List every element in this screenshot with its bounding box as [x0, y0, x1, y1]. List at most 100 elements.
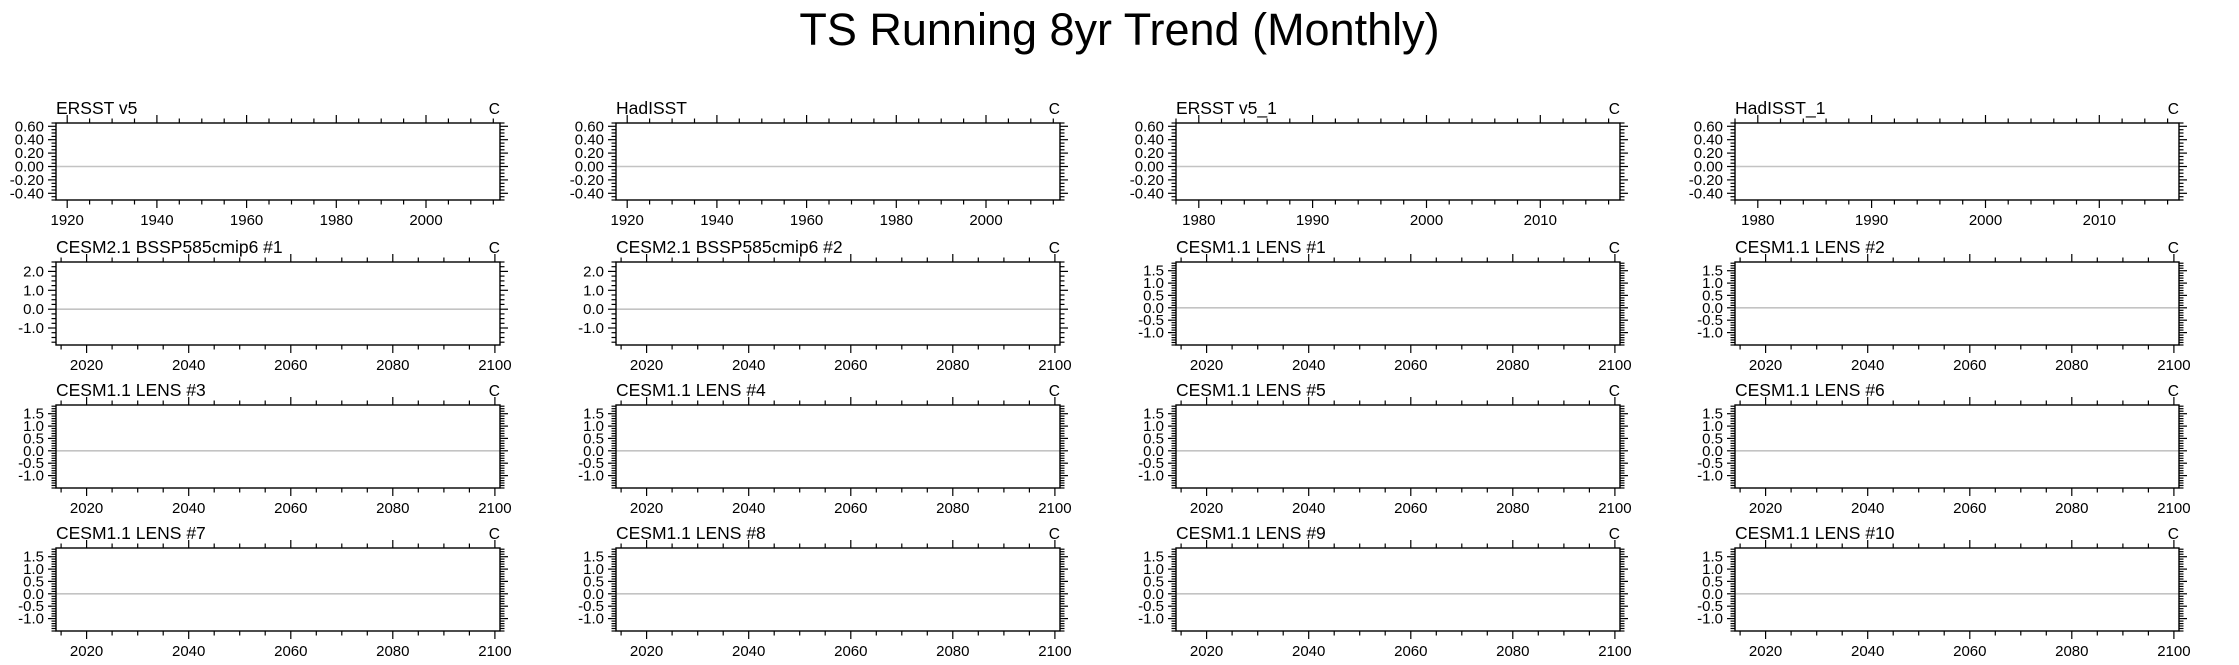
axis-labels: 1980 1990 2000 2010 0.600.400.200.00-0.20-0.… [1129, 118, 1556, 229]
y-tick-label: 0.5 [1702, 287, 1723, 304]
x-tick-label: 2040 [1851, 500, 1884, 517]
x-tick-label: 1980 [1182, 212, 1215, 229]
y-tick-label: 0.5 [1702, 430, 1723, 447]
x-tick-label: 2010 [2083, 212, 2116, 229]
axis-ticks [1167, 115, 1628, 208]
plot-frame [615, 404, 1061, 489]
axis-labels: 2020 2040 2060 2080 2100 1.51.00.50.0-0.5-1.0 [18, 406, 511, 517]
y-tick-label: 0.5 [1143, 573, 1164, 590]
x-tick-label: 2020 [630, 357, 663, 374]
chart-panel-hadisst: 1920 1940 1960 1980 2000 0.60 0.40 0.20 0.00 -0.2… [560, 60, 1120, 235]
panel-unit-label: C [1049, 240, 1060, 257]
y-tick-label: -1.0 [18, 320, 44, 337]
y-tick-label: 1.5 [1143, 549, 1164, 566]
x-tick-label: 1960 [230, 212, 263, 229]
panel-title: HadISST [616, 98, 687, 118]
y-tick-label: 2.0 [23, 263, 44, 280]
panel-plot: 2020 2040 2060 2080 2100 1.51.00.50.0-0.5-1.0… [1138, 237, 1631, 374]
y-tick-label: 1.5 [1702, 549, 1723, 566]
axis-labels: 2020 2040 2060 2080 2100 1.51.00.50.0-0.5-1.0 [1697, 263, 2190, 374]
x-tick-label: 2040 [732, 357, 765, 374]
y-tick-label: -1.0 [1138, 611, 1164, 628]
y-tick-label: -0.20 [570, 172, 604, 189]
x-tick-label: 1980 [1741, 212, 1774, 229]
x-tick-label: 2060 [1394, 643, 1427, 660]
x-tick-label: 2060 [274, 357, 307, 374]
y-tick-label: 0.60 [1134, 118, 1163, 135]
chart-panel-cesm1-1-lens-3: 2020 2040 2060 2080 2100 1.5 1.0 0.5 0.0 -0.5 -1.0… [0, 378, 560, 521]
axis-ticks [607, 115, 1068, 208]
x-tick-label: 2000 [1409, 212, 1442, 229]
x-tick-label: 2020 [630, 500, 663, 517]
axis-ticks [607, 397, 1068, 496]
panel-plot: 1920 1940 1960 1980 2000 0.600.400.200.00-0.2… [570, 98, 1068, 229]
panel-unit-label: C [1049, 526, 1060, 543]
y-tick-label: -1.0 [18, 611, 44, 628]
x-tick-label: 2080 [1496, 357, 1529, 374]
panel-unit-label: C [1608, 526, 1619, 543]
y-tick-label: 1.0 [583, 418, 604, 435]
panel-title: CESM2.1 BSSP585cmip6 #2 [616, 237, 843, 257]
plot-frame [55, 404, 501, 489]
y-tick-label: -1.0 [18, 468, 44, 485]
x-tick-label: 2100 [1038, 357, 1071, 374]
panel-unit-label: C [1608, 240, 1619, 257]
x-tick-label: 2080 [936, 643, 969, 660]
chart-panel-cesm1-1-lens-8: 2020 2040 2060 2080 2100 1.5 1.0 0.5 0.0 -0.5 -1.0… [560, 521, 1120, 664]
y-tick-label: 1.0 [1702, 275, 1723, 292]
panel-title: CESM1.1 LENS #8 [616, 523, 766, 543]
x-tick-label: 2020 [630, 643, 663, 660]
axis-ticks [607, 254, 1068, 353]
axis-ticks [1167, 254, 1628, 353]
y-tick-label: 0.00 [15, 159, 44, 176]
x-tick-label: 2060 [1953, 500, 1986, 517]
axis-labels: 1980 1990 2000 2010 0.600.400.200.00-0.20-0.… [1689, 118, 2116, 229]
y-tick-label: 0.20 [575, 145, 604, 162]
y-tick-label: -0.40 [10, 185, 44, 202]
y-tick-label: -1.0 [578, 611, 604, 628]
panel-title: HadISST_1 [1735, 98, 1825, 119]
x-tick-label: 1940 [700, 212, 733, 229]
x-tick-label: 2000 [409, 212, 442, 229]
x-tick-label: 2040 [172, 357, 205, 374]
x-tick-label: 1940 [140, 212, 173, 229]
y-tick-label: 0.5 [583, 430, 604, 447]
y-tick-label: 0.00 [575, 159, 604, 176]
x-tick-label: 2080 [376, 643, 409, 660]
y-tick-label: 0.0 [583, 586, 604, 603]
chart-panel-cesm1-1-lens-4: 2020 2040 2060 2080 2100 1.5 1.0 0.5 0.0 -0.5 -1.0… [560, 378, 1120, 521]
plot-frame [1174, 404, 1621, 489]
panel-plot: 1980 1990 2000 2010 0.600.400.200.00-0.20-0.… [1129, 98, 1628, 229]
plot-frame [55, 122, 501, 201]
x-tick-label: 2060 [274, 500, 307, 517]
y-tick-label: 1.0 [23, 561, 44, 578]
x-tick-label: 2100 [478, 500, 511, 517]
axis-labels: 2020 2040 2060 2080 2100 1.51.00.50.0-0.5-1.0 [18, 549, 511, 660]
x-tick-label: 2000 [969, 212, 1002, 229]
x-tick-label: 2100 [1598, 357, 1631, 374]
panel-plot: 2020 2040 2060 2080 2100 1.51.00.50.0-0.5-1.0… [578, 523, 1071, 660]
y-tick-label: 1.5 [1702, 263, 1723, 280]
y-tick-label: -0.5 [18, 598, 44, 615]
y-tick-label: -0.5 [578, 455, 604, 472]
y-tick-label: -0.40 [1129, 185, 1163, 202]
y-tick-label: 0.20 [1694, 145, 1723, 162]
x-tick-label: 2100 [1038, 643, 1071, 660]
y-tick-label: -0.20 [1689, 172, 1723, 189]
panel-title: CESM1.1 LENS #7 [56, 523, 206, 543]
x-tick-label: 2080 [376, 500, 409, 517]
x-tick-label: 2060 [1953, 357, 1986, 374]
x-tick-label: 2020 [1749, 357, 1782, 374]
panel-unit-label: C [1049, 101, 1060, 118]
x-tick-label: 1990 [1295, 212, 1328, 229]
y-tick-label: 1.5 [23, 549, 44, 566]
x-tick-label: 1980 [879, 212, 912, 229]
axis-labels: 2020 2040 2060 2080 2100 1.51.00.50.0-0.5-1.0 [578, 549, 1071, 660]
y-tick-label: -1.0 [1138, 468, 1164, 485]
figure-title: TS Running 8yr Trend (Monthly) [799, 4, 1440, 55]
axis-ticks [1727, 115, 2188, 208]
chart-panel-cesm1-1-lens-1: 2020 2040 2060 2080 2100 1.5 1.0 0.5 0.0 -0.5 -1.0… [1120, 235, 1680, 378]
panel-plot: 2020 2040 2060 2080 2100 2.0 1.0 0.0 -1.0 CESM2.1… [18, 237, 511, 374]
y-tick-label: 0.20 [1134, 145, 1163, 162]
y-tick-label: 0.60 [1694, 118, 1723, 135]
